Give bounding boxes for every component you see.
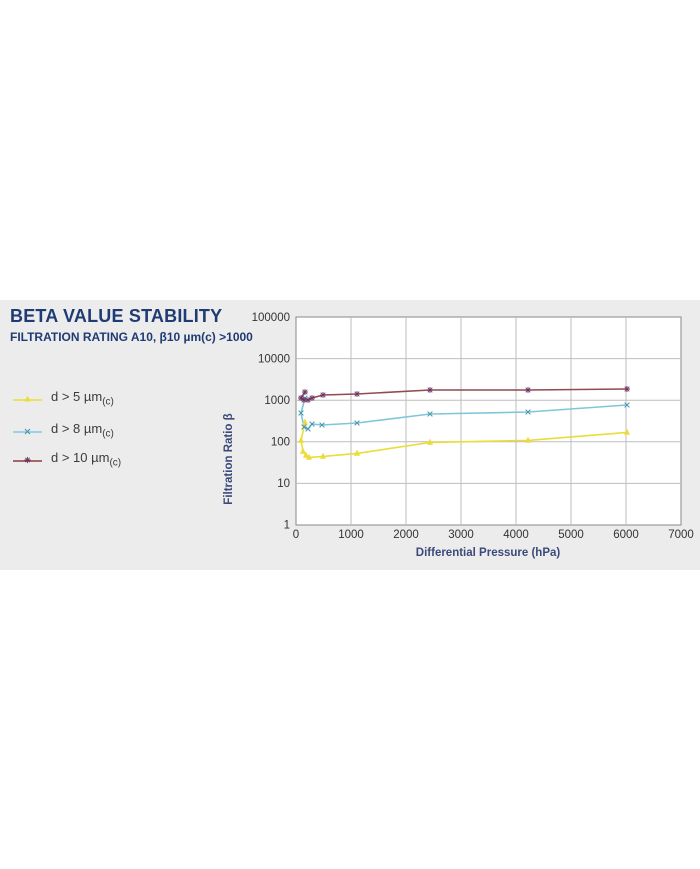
svg-text:1000: 1000 bbox=[264, 395, 290, 407]
svg-text:100000: 100000 bbox=[252, 312, 290, 324]
svg-text:Differential Pressure (hPa): Differential Pressure (hPa) bbox=[416, 547, 561, 559]
svg-text:3000: 3000 bbox=[448, 529, 474, 541]
svg-text:1: 1 bbox=[284, 520, 290, 532]
svg-text:6000: 6000 bbox=[613, 529, 639, 541]
svg-text:10: 10 bbox=[277, 478, 290, 490]
svg-text:2000: 2000 bbox=[393, 529, 419, 541]
svg-text:10000: 10000 bbox=[258, 354, 290, 366]
svg-text:100: 100 bbox=[271, 437, 290, 449]
svg-text:1000: 1000 bbox=[338, 529, 364, 541]
svg-text:5000: 5000 bbox=[558, 529, 584, 541]
svg-text:Filtration Ratio β: Filtration Ratio β bbox=[223, 413, 235, 504]
svg-text:7000: 7000 bbox=[668, 529, 694, 541]
svg-text:0: 0 bbox=[293, 529, 299, 541]
svg-text:4000: 4000 bbox=[503, 529, 529, 541]
